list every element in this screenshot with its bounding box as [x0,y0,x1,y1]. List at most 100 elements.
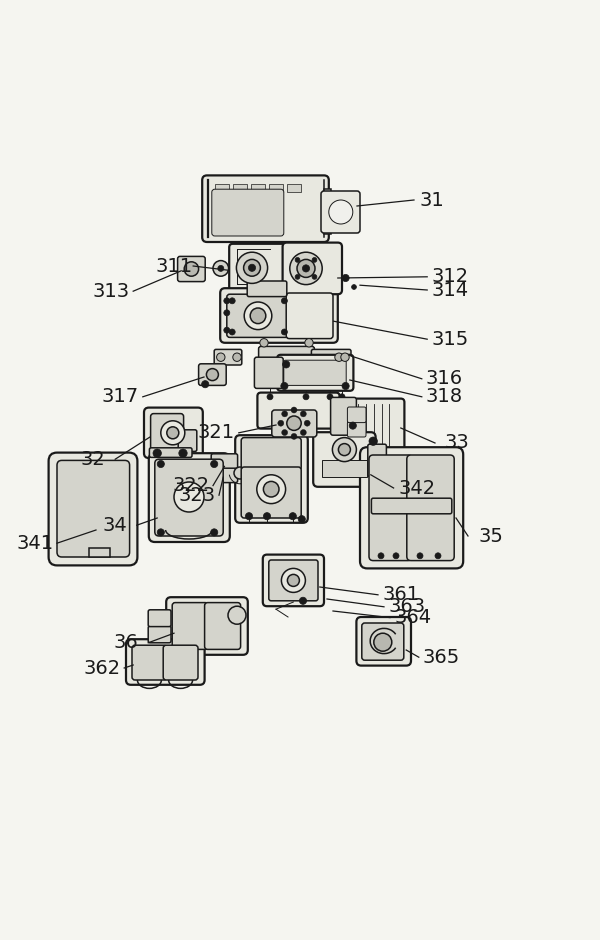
Text: 31: 31 [419,191,445,210]
FancyBboxPatch shape [284,360,346,385]
Circle shape [295,258,300,262]
FancyBboxPatch shape [241,438,301,470]
Circle shape [267,394,273,399]
Circle shape [211,461,218,467]
Bar [287,184,301,192]
Circle shape [233,353,241,361]
FancyBboxPatch shape [227,294,290,337]
Circle shape [291,433,297,439]
FancyBboxPatch shape [155,460,223,536]
Circle shape [329,200,353,224]
Circle shape [435,553,441,558]
Circle shape [327,394,333,399]
Text: 365: 365 [422,648,460,666]
Text: 323: 323 [178,486,215,505]
FancyBboxPatch shape [202,176,329,242]
Text: 361: 361 [382,586,419,604]
Circle shape [342,274,349,282]
Circle shape [349,422,356,430]
FancyBboxPatch shape [148,610,171,627]
Circle shape [211,529,218,536]
Circle shape [303,394,309,399]
Circle shape [287,574,299,587]
FancyBboxPatch shape [163,645,198,680]
FancyBboxPatch shape [57,461,130,557]
Circle shape [281,298,287,304]
Circle shape [167,427,179,439]
Text: 322: 322 [172,476,209,495]
Text: 363: 363 [388,597,425,617]
FancyBboxPatch shape [126,639,205,685]
Bar [269,184,283,192]
Circle shape [281,411,287,416]
FancyBboxPatch shape [211,454,238,471]
FancyBboxPatch shape [220,289,338,343]
Circle shape [278,420,284,426]
Text: 364: 364 [394,608,431,627]
Circle shape [281,329,287,335]
FancyBboxPatch shape [272,410,317,437]
Circle shape [283,361,290,368]
Circle shape [228,606,246,624]
FancyBboxPatch shape [144,408,203,458]
Circle shape [174,482,204,512]
FancyBboxPatch shape [257,393,340,429]
Circle shape [289,512,296,520]
FancyBboxPatch shape [166,597,248,655]
Circle shape [229,298,235,304]
Circle shape [312,258,317,262]
Circle shape [157,461,164,467]
Bar [215,184,229,192]
FancyBboxPatch shape [132,645,167,680]
Circle shape [312,274,317,279]
Text: 362: 362 [83,659,121,678]
Text: 315: 315 [431,330,469,349]
FancyBboxPatch shape [212,189,284,236]
Circle shape [248,264,256,272]
Text: 317: 317 [101,387,139,406]
Circle shape [338,444,350,456]
FancyBboxPatch shape [313,432,376,487]
Circle shape [295,274,300,279]
Circle shape [301,430,307,435]
Text: 342: 342 [398,478,436,497]
Text: 314: 314 [431,280,469,300]
Text: 321: 321 [197,423,235,443]
Circle shape [299,597,307,604]
FancyBboxPatch shape [214,350,242,365]
FancyBboxPatch shape [199,364,226,385]
Bar [233,184,247,192]
Text: 311: 311 [155,257,193,275]
FancyBboxPatch shape [247,281,287,297]
Circle shape [281,569,305,592]
FancyBboxPatch shape [49,452,137,565]
FancyBboxPatch shape [331,398,356,435]
Circle shape [242,464,254,476]
FancyBboxPatch shape [368,445,386,477]
Circle shape [287,416,301,431]
Circle shape [332,438,356,462]
Circle shape [153,449,161,458]
FancyBboxPatch shape [286,293,333,338]
Text: 33: 33 [445,433,470,452]
Circle shape [224,298,230,304]
FancyBboxPatch shape [321,191,360,233]
Text: 312: 312 [431,267,469,287]
Circle shape [234,467,246,479]
FancyBboxPatch shape [356,617,411,666]
Bar [324,189,331,234]
FancyBboxPatch shape [369,455,412,560]
FancyBboxPatch shape [362,623,404,660]
Circle shape [417,553,423,558]
FancyBboxPatch shape [277,354,353,391]
Circle shape [301,411,307,416]
FancyBboxPatch shape [347,407,366,423]
FancyBboxPatch shape [269,560,318,601]
Circle shape [263,512,271,520]
FancyBboxPatch shape [229,243,323,291]
FancyBboxPatch shape [149,447,192,458]
FancyBboxPatch shape [241,467,301,518]
Text: 313: 313 [92,282,130,301]
Circle shape [257,475,286,504]
Text: 341: 341 [16,534,53,553]
